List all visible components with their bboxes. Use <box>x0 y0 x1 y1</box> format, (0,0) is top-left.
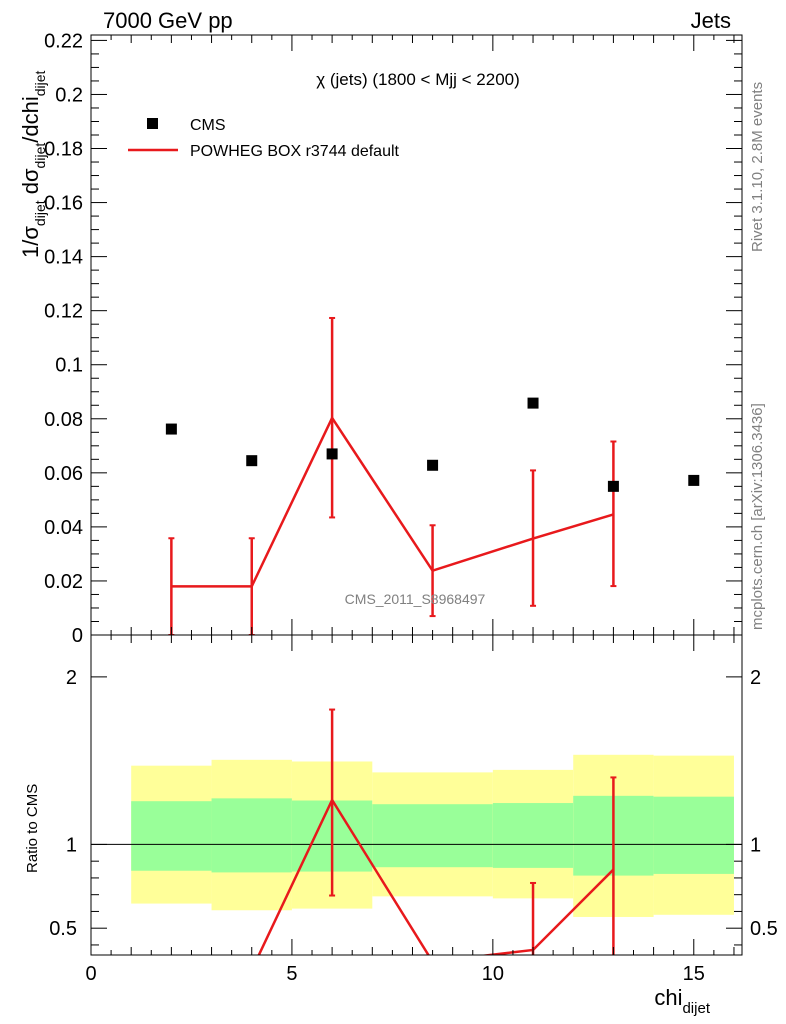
cms-data-point <box>688 474 700 486</box>
cms-data-point <box>165 423 177 435</box>
top-y-tick-label: 0.22 <box>44 30 83 52</box>
top-y-tick-label: 0.1 <box>55 355 83 377</box>
green-band <box>131 801 212 871</box>
top-axes: 0 0.02 0.04 0.06 0.08 0.1 0.12 0.14 0.16 0.18 0.2 0… <box>44 30 743 647</box>
green-band <box>653 796 734 874</box>
top-y-tick-label: 0.2 <box>55 84 83 106</box>
bottom-axes: 0 5 10 15 0.5 0.5 1 1 2 2 <box>49 634 778 985</box>
bottom-frame <box>90 634 743 956</box>
legend-label-cms: CMS <box>190 117 226 134</box>
green-band <box>492 803 574 868</box>
plot-title: χ (jets) (1800 < Mjj < 2200) <box>316 70 520 89</box>
ratio-mc-series <box>257 708 617 955</box>
green-band <box>372 804 493 868</box>
ylabel-sub-2: dijet <box>32 143 48 169</box>
x-axis-label: chidijet <box>654 985 710 1017</box>
top-y-tick-label: 0.06 <box>44 463 83 485</box>
ylabel-part-main: 1/σ <box>18 226 43 258</box>
top-y-tick-label: 0 <box>72 625 83 647</box>
green-band <box>211 798 292 873</box>
x-tick-label: 0 <box>85 963 96 985</box>
powheg-line <box>171 415 614 588</box>
x-tick-label: 10 <box>482 963 504 985</box>
cms-data-point <box>527 397 539 409</box>
top-y-tick-label: 0.16 <box>44 193 83 215</box>
ylabel-sub-1: dijet <box>32 200 48 226</box>
mcplots-label: mcplots.cern.ch [arXiv:1306.3436] <box>749 403 766 630</box>
ylabel-part-tail: /dchi <box>18 96 43 142</box>
cms-data-point <box>326 448 338 460</box>
ratio-y-axis-label: Ratio to CMS <box>24 784 41 873</box>
top-data-series <box>165 397 700 492</box>
ylabel-part-mid: dσ <box>18 168 43 200</box>
top-y-tick-label: 0.14 <box>44 247 83 269</box>
ratio-y-tick-label: 2 <box>66 667 77 689</box>
ratio-line <box>257 797 615 955</box>
cms-data-point <box>427 459 439 471</box>
ylabel-sub-3: dijet <box>32 70 48 96</box>
top-y-tick-label: 0.08 <box>44 409 83 431</box>
top-y-tick-label: 0.02 <box>44 571 83 593</box>
top-y-axis-label: 1/σdijet dσdijet/dchidijet <box>18 70 48 258</box>
xlabel-sub: dijet <box>682 1000 710 1017</box>
rivet-version-label: Rivet 3.1.10, 2.8M events <box>749 82 766 252</box>
ratio-y-tick-label-right: 2 <box>750 667 761 689</box>
x-tick-label: 5 <box>286 963 297 985</box>
x-tick-label: 15 <box>683 963 705 985</box>
ratio-y-tick-label-right: 0.5 <box>750 918 778 940</box>
ratio-y-tick-label: 1 <box>66 834 77 856</box>
analysis-watermark: CMS_2011_S8968497 <box>345 591 486 607</box>
header-process-label: Jets <box>691 8 731 33</box>
legend-marker-cms <box>147 118 158 129</box>
ratio-uncertainty-bands <box>91 754 742 917</box>
xlabel-main: chi <box>654 985 682 1010</box>
cms-data-point <box>607 480 619 492</box>
top-y-tick-label: 0.04 <box>44 517 83 539</box>
top-y-tick-label: 0.18 <box>44 139 83 161</box>
ratio-y-tick-label: 0.5 <box>49 918 77 940</box>
legend: CMS POWHEG BOX r3744 default <box>128 117 400 160</box>
header-energy-label: 7000 GeV pp <box>103 8 233 33</box>
top-y-tick-label: 0.12 <box>44 301 83 323</box>
cms-data-point <box>246 455 258 467</box>
top-mc-series <box>168 316 617 635</box>
ratio-y-tick-label-right: 1 <box>750 834 761 856</box>
legend-label-powheg: POWHEG BOX r3744 default <box>190 143 400 160</box>
